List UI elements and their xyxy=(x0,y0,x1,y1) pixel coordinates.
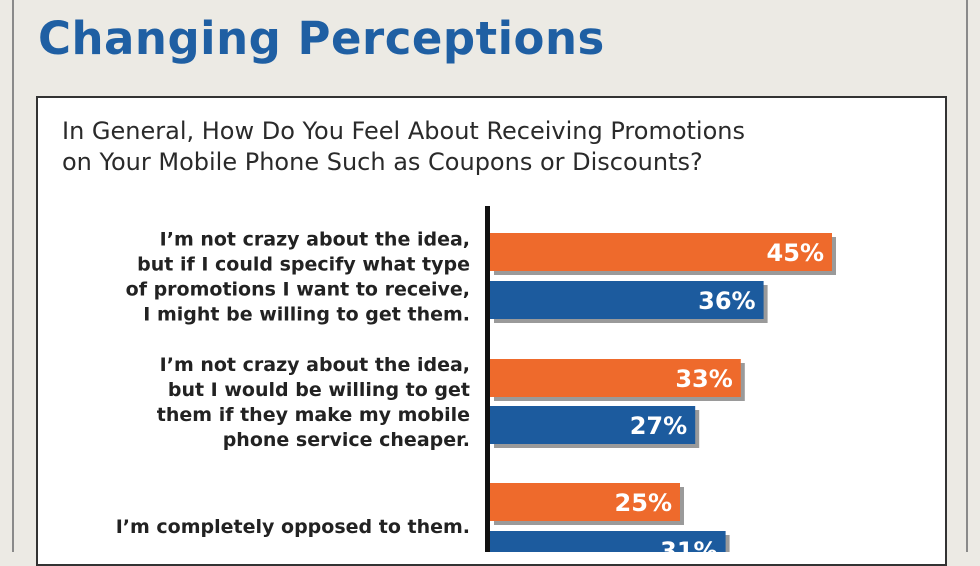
data-label: 33% xyxy=(675,365,732,393)
data-label: 45% xyxy=(767,239,824,267)
page-title: Changing Perceptions xyxy=(38,12,605,65)
outer-frame xyxy=(12,0,968,552)
category-label: but if I could specify what type xyxy=(137,254,470,276)
category-label: I’m completely opposed to them. xyxy=(116,516,470,538)
bar-3-series-2 xyxy=(490,531,726,552)
bar-2-series-2 xyxy=(490,406,696,444)
bar-3-series-1 xyxy=(490,483,680,521)
chart-title-line-2: on Your Mobile Phone Such as Coupons or … xyxy=(62,148,703,176)
bar-chart: 45% 33% 25% 36% 27% 31% I’m not crazy about th… xyxy=(116,206,836,552)
bar-2-series-1 xyxy=(490,359,741,397)
category-label: but I would be willing to get xyxy=(168,379,470,401)
y-axis-line xyxy=(485,206,490,552)
category-label: I’m not crazy about the idea, xyxy=(160,229,470,251)
data-label: 25% xyxy=(615,489,672,517)
data-label: 36% xyxy=(698,287,755,315)
data-label: 27% xyxy=(630,412,687,440)
category-label: I might be willing to get them. xyxy=(143,304,470,326)
bar-1-series-2 xyxy=(490,281,764,319)
category-label: them if they make my mobile xyxy=(157,404,470,426)
chart-title: In General, How Do You Feel About Receiv… xyxy=(62,116,922,178)
chart-title-line-1: In General, How Do You Feel About Receiv… xyxy=(62,117,745,145)
bar-1-series-1 xyxy=(490,233,832,271)
category-label: I’m not crazy about the idea, xyxy=(160,354,470,376)
data-label: 31% xyxy=(660,537,717,552)
category-label: of promotions I want to receive, xyxy=(126,279,470,301)
category-label: phone service cheaper. xyxy=(223,429,470,451)
